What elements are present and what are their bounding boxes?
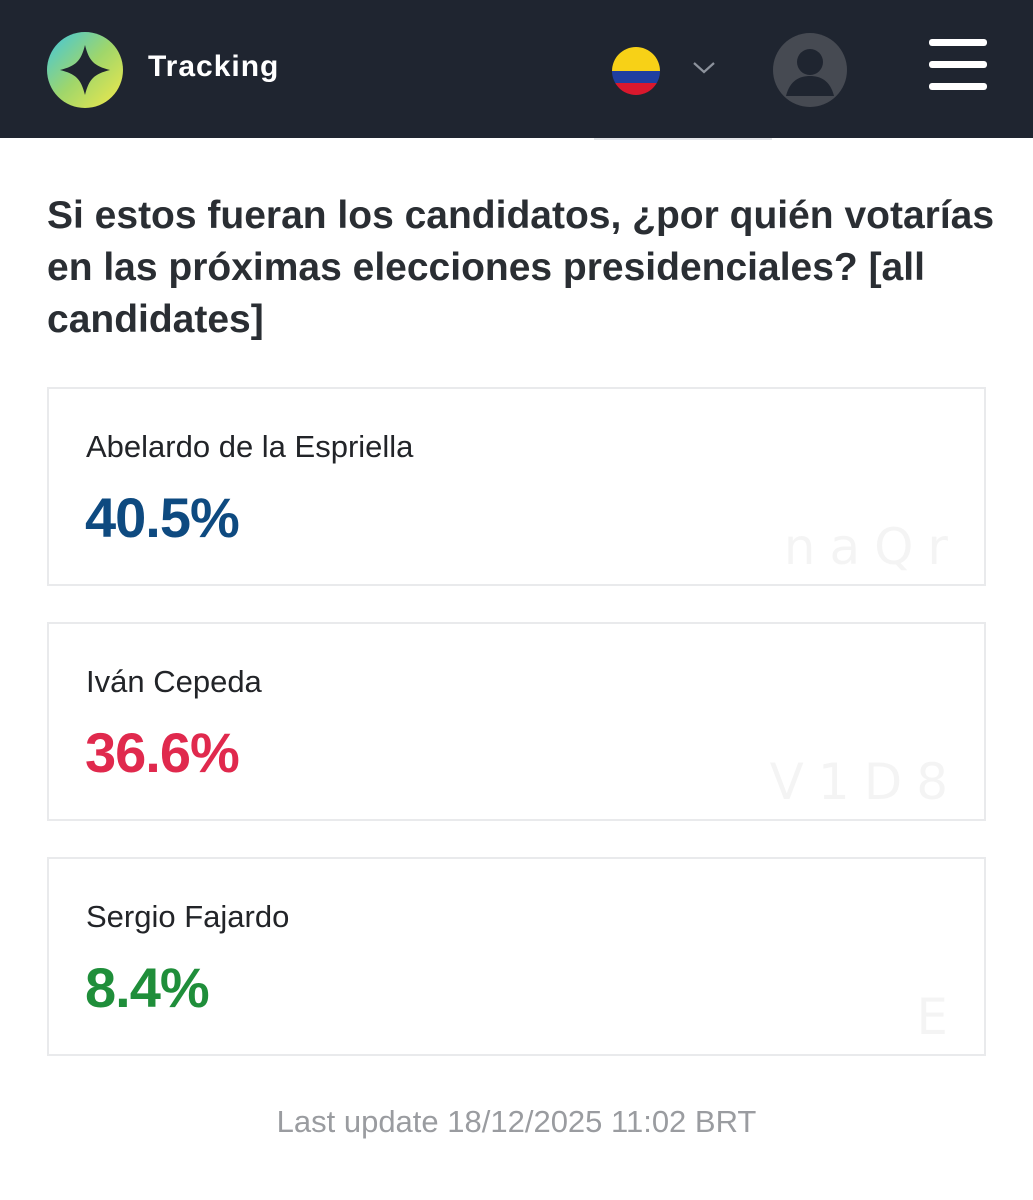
user-avatar-icon[interactable] — [772, 32, 848, 108]
top-navigation-bar: Tracking — [0, 0, 1033, 138]
watermark-text: E — [916, 988, 962, 1046]
header-divider — [594, 138, 772, 140]
result-card: Abelardo de la Espriella 40.5% naQr — [47, 387, 986, 586]
result-card: Sergio Fajardo 8.4% E — [47, 857, 986, 1056]
watermark-text: V1D8 — [770, 753, 962, 811]
app-logo-icon[interactable] — [46, 31, 124, 109]
hamburger-menu-icon[interactable] — [928, 36, 988, 94]
candidate-percent: 40.5% — [85, 486, 240, 549]
candidate-percent: 8.4% — [85, 956, 210, 1019]
last-update-timestamp: Last update 18/12/2025 11:02 BRT — [276, 1104, 757, 1139]
candidate-name: Sergio Fajardo — [86, 899, 290, 934]
candidate-name: Abelardo de la Espriella — [86, 429, 414, 464]
poll-question: Si estos fueran los candidatos, ¿por qui… — [47, 194, 995, 341]
candidate-name: Iván Cepeda — [86, 664, 262, 699]
watermark-text: naQr — [784, 518, 962, 576]
chevron-down-icon[interactable] — [690, 56, 718, 78]
result-card: Iván Cepeda 36.6% V1D8 — [47, 622, 986, 821]
brand-name[interactable]: Tracking — [148, 50, 280, 83]
colombia-flag-icon[interactable] — [612, 47, 660, 95]
candidate-percent: 36.6% — [85, 721, 240, 784]
